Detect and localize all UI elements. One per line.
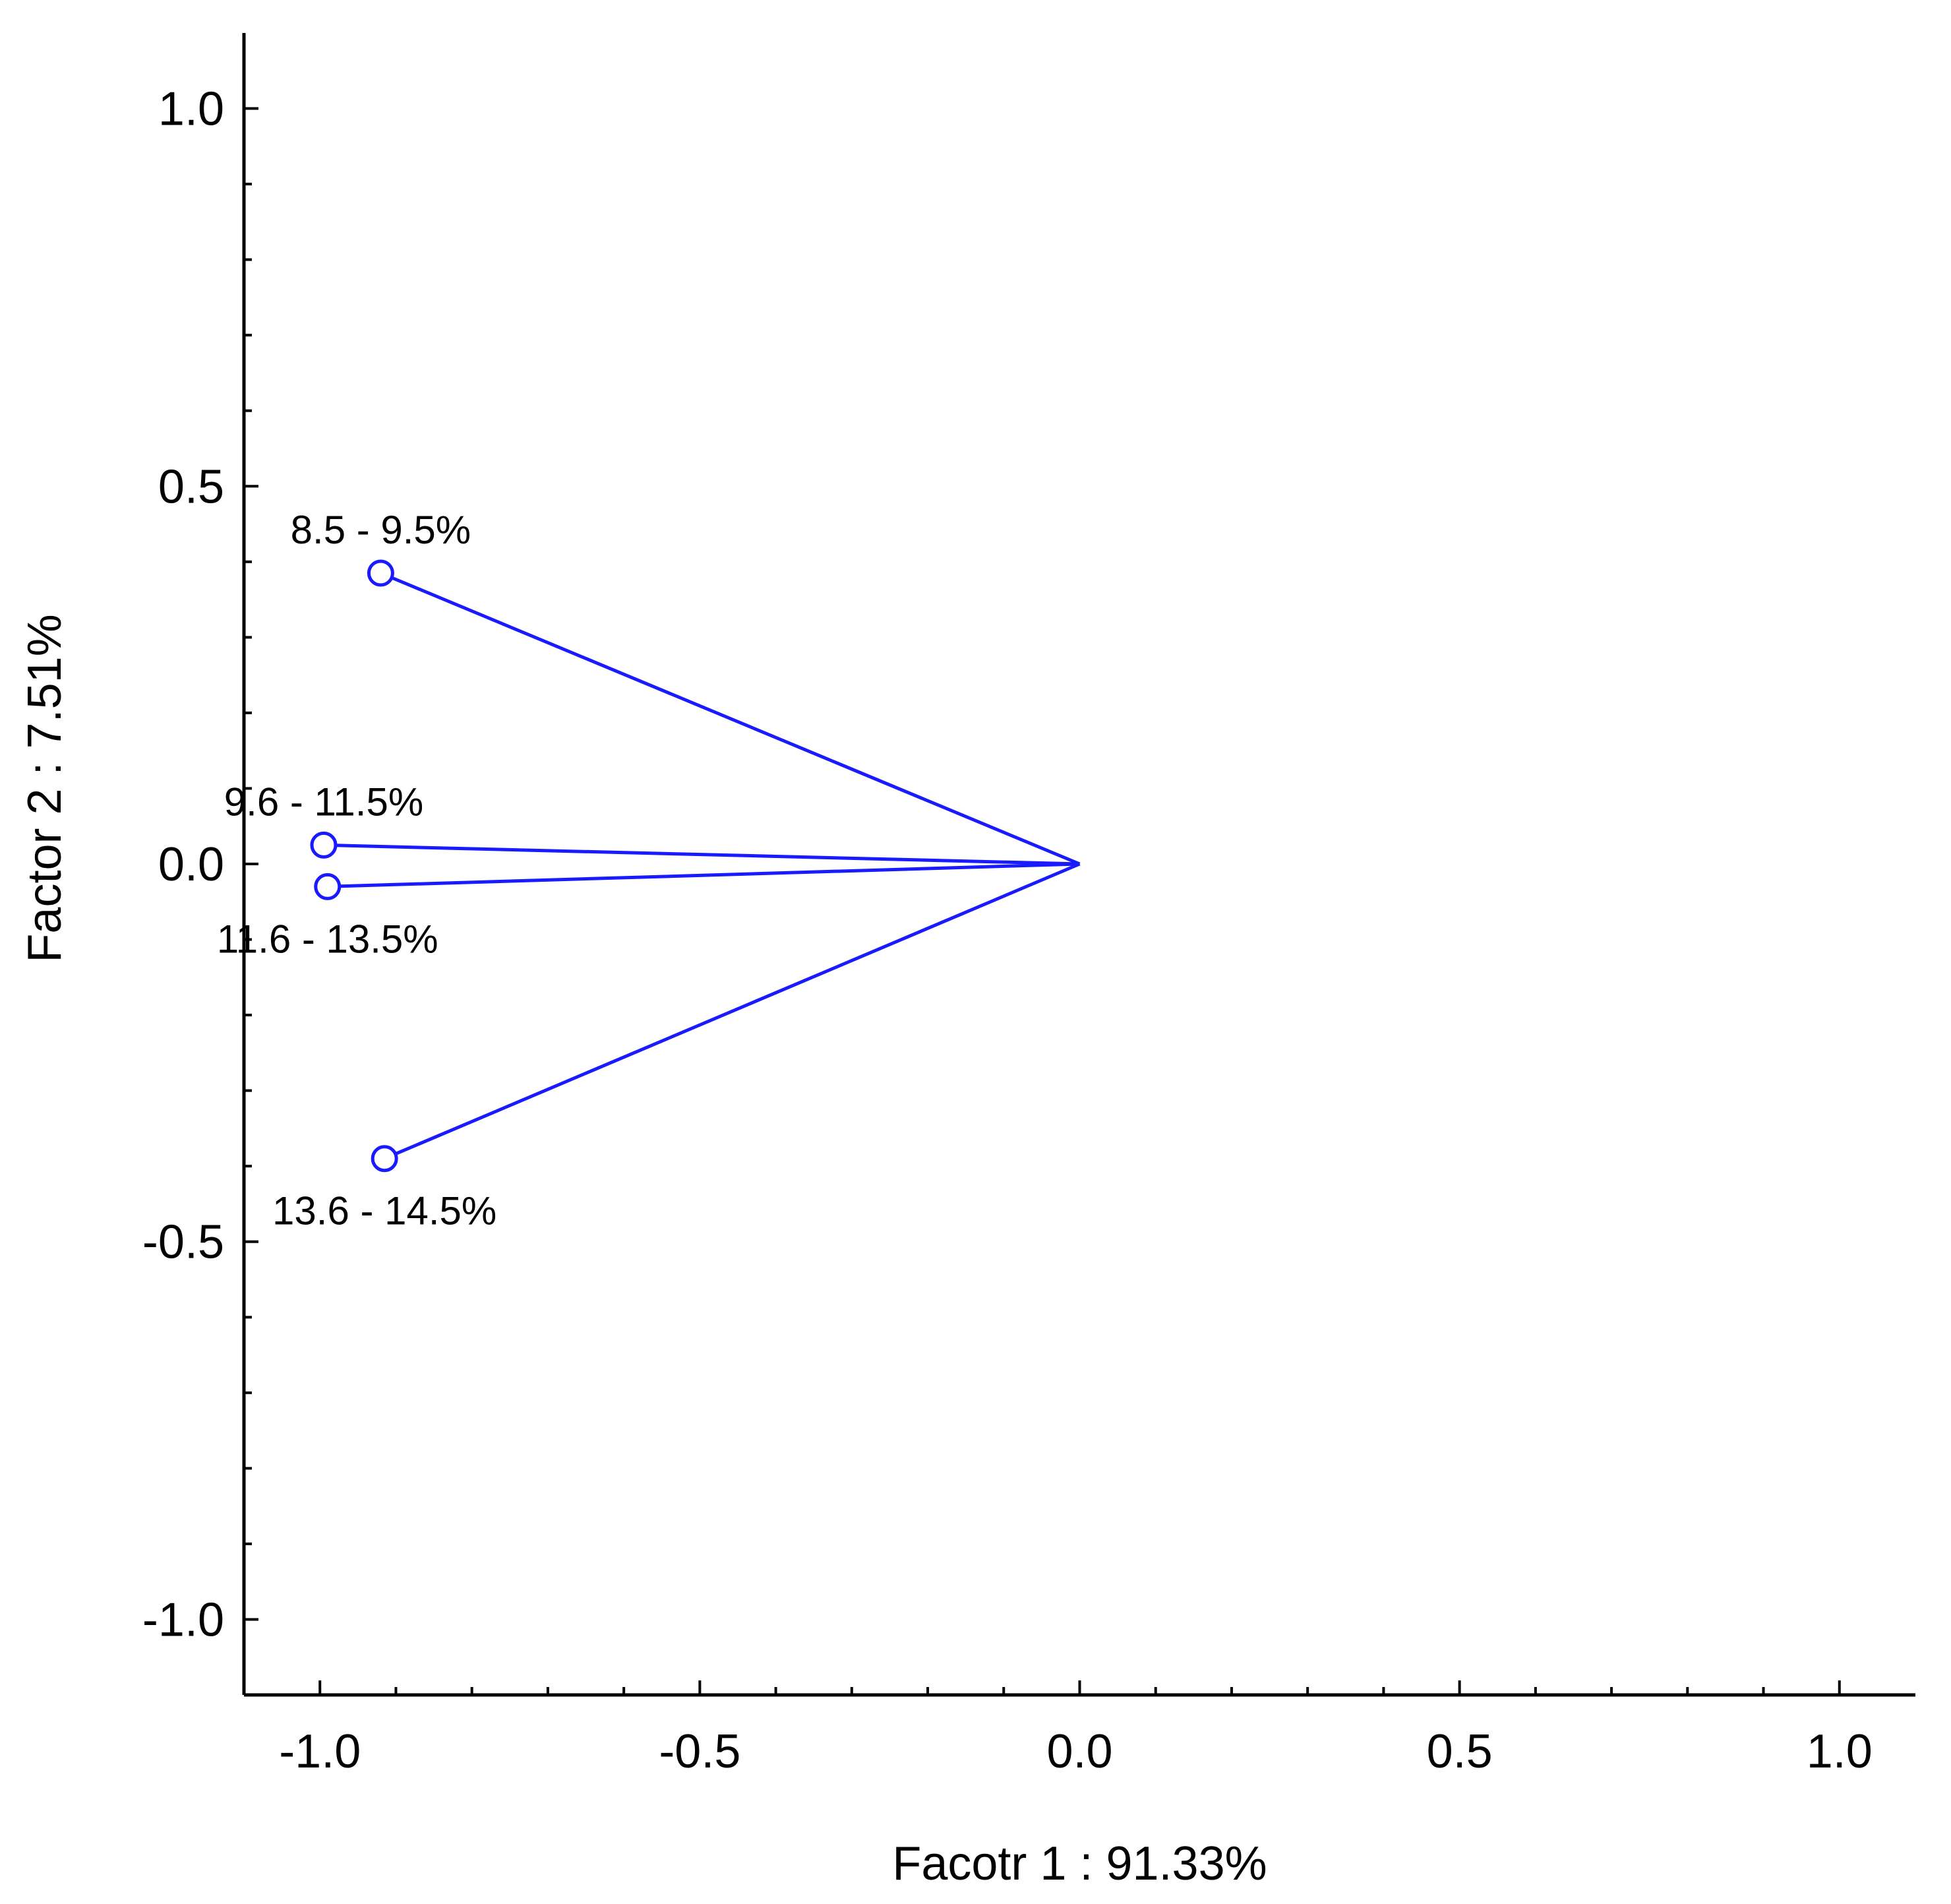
loading-point-label: 8.5 - 9.5% <box>291 508 471 552</box>
y-tick-label: -0.5 <box>142 1216 224 1269</box>
loading-vector-line <box>323 843 1080 866</box>
x-tick-label: -0.5 <box>659 1725 740 1778</box>
y-axis-title: Factor 2 : 7.51% <box>18 614 71 962</box>
x-tick-label: 0.0 <box>1046 1725 1112 1778</box>
loading-point-label: 11.6 - 13.5% <box>217 917 438 961</box>
x-tick-label: -1.0 <box>279 1725 361 1778</box>
loading-point-marker <box>314 873 342 900</box>
x-axis-title: Facotr 1 : 91.33% <box>892 1837 1267 1890</box>
y-tick-label: -1.0 <box>142 1593 224 1646</box>
loading-point-label: 9.6 - 11.5% <box>224 780 423 824</box>
x-ticks: -1.0 -0.5 0.0 0.5 1.0 <box>279 1680 1873 1778</box>
loading-point-marker <box>371 1145 398 1173</box>
loading-vector-line <box>384 862 1081 1161</box>
y-tick-label: 0.0 <box>158 838 224 891</box>
loading-point-label: 13.6 - 14.5% <box>272 1189 496 1233</box>
x-tick-label: 1.0 <box>1807 1725 1873 1778</box>
y-tick-label: 0.5 <box>158 460 224 513</box>
x-tick-label: 0.5 <box>1427 1725 1493 1778</box>
loading-point-marker <box>310 831 338 859</box>
y-ticks: 1.0 0.5 0.0 -0.5 -1.0 <box>142 83 258 1646</box>
loading-vector-line <box>380 571 1081 866</box>
loading-point-marker <box>367 559 394 587</box>
loading-vectors: 8.5 - 9.5% 9.6 - 11.5% 11.6 - 13.5% 13.6 - … <box>217 508 1081 1233</box>
y-tick-label: 1.0 <box>158 83 224 136</box>
loading-vector-line <box>327 862 1080 888</box>
